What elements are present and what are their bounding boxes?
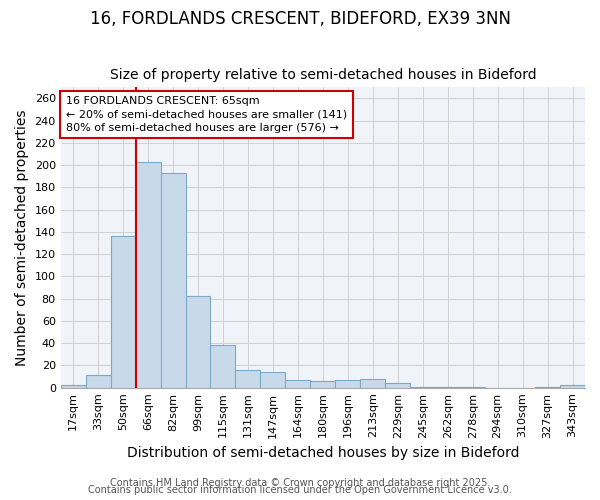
- Bar: [110, 236, 136, 388]
- X-axis label: Distribution of semi-detached houses by size in Bideford: Distribution of semi-detached houses by …: [127, 446, 519, 460]
- Y-axis label: Number of semi-detached properties: Number of semi-detached properties: [15, 110, 29, 366]
- Text: Contains public sector information licensed under the Open Government Licence v3: Contains public sector information licen…: [88, 485, 512, 495]
- Bar: [385, 383, 410, 388]
- Title: Size of property relative to semi-detached houses in Bideford: Size of property relative to semi-detach…: [110, 68, 536, 82]
- Bar: [61, 386, 86, 388]
- Bar: [211, 346, 235, 388]
- Bar: [410, 386, 435, 388]
- Bar: [535, 386, 560, 388]
- Bar: [185, 296, 211, 388]
- Bar: [260, 372, 286, 388]
- Bar: [335, 380, 360, 388]
- Bar: [161, 173, 185, 388]
- Bar: [286, 380, 310, 388]
- Text: 16, FORDLANDS CRESCENT, BIDEFORD, EX39 3NN: 16, FORDLANDS CRESCENT, BIDEFORD, EX39 3…: [89, 10, 511, 28]
- Bar: [235, 370, 260, 388]
- Bar: [560, 386, 585, 388]
- Bar: [435, 386, 460, 388]
- Bar: [86, 376, 110, 388]
- Bar: [460, 386, 485, 388]
- Bar: [136, 162, 161, 388]
- Text: Contains HM Land Registry data © Crown copyright and database right 2025.: Contains HM Land Registry data © Crown c…: [110, 478, 490, 488]
- Bar: [310, 381, 335, 388]
- Bar: [360, 379, 385, 388]
- Text: 16 FORDLANDS CRESCENT: 65sqm
← 20% of semi-detached houses are smaller (141)
80%: 16 FORDLANDS CRESCENT: 65sqm ← 20% of se…: [66, 96, 347, 132]
